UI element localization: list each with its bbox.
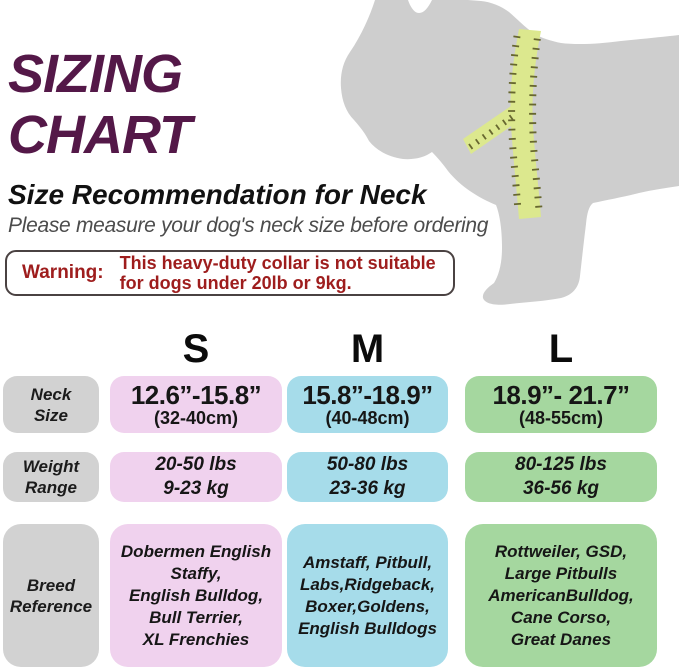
warning-label: Warning:	[22, 262, 104, 283]
weight-text-m: 50-80 lbs 23-36 kg	[326, 454, 409, 499]
breed-text-m: Amstaff, Pitbull, Labs,Ridgeback, Boxer,…	[298, 552, 437, 638]
neck-cm-m: (40-48cm)	[325, 408, 410, 428]
neck-range-l: 18.9”- 21.7”	[492, 380, 630, 410]
cell-weight-s: 20-50 lbs 9-23 kg	[110, 452, 282, 502]
cell-breed-m: Amstaff, Pitbull, Labs,Ridgeback, Boxer,…	[287, 524, 448, 667]
dog-silhouette-image	[340, 0, 679, 305]
column-header-s: S	[182, 326, 210, 371]
cell-neck-size-l: 18.9”- 21.7” (48-55cm)	[465, 376, 657, 433]
cell-weight-m: 50-80 lbs 23-36 kg	[287, 452, 448, 502]
weight-text-s: 20-50 lbs 9-23 kg	[155, 454, 237, 499]
dog-body	[340, 0, 679, 305]
row-label-neck-size: Neck Size	[3, 376, 99, 433]
cell-neck-size-m: 15.8”-18.9” (40-48cm)	[287, 376, 448, 433]
row-label-breed-reference: Breed Reference	[3, 524, 99, 667]
cell-breed-s: Dobermen English Staffy, English Bulldog…	[110, 524, 282, 667]
column-header-m: M	[350, 326, 385, 371]
tape-ticks-branch	[468, 114, 514, 150]
cell-neck-size-s: 12.6”-15.8” (32-40cm)	[110, 376, 282, 433]
page-title: SIZING CHART	[8, 44, 192, 166]
neck-range-s: 12.6”-15.8”	[130, 380, 262, 410]
title-line-1: SIZING	[8, 44, 183, 104]
row-label-weight-range: Weight Range	[3, 452, 99, 502]
neck-cm-l: (48-55cm)	[518, 408, 604, 428]
breed-text-s: Dobermen English Staffy, English Bulldog…	[120, 541, 272, 649]
warning-text: This heavy-duty collar is not suitable f…	[119, 253, 436, 293]
breed-text-l: Rottweiler, GSD, Large Pitbulls American…	[488, 541, 634, 649]
title-line-2: CHART	[8, 105, 192, 165]
measure-note: Please measure your dog's neck size befo…	[8, 214, 489, 237]
weight-text-l: 80-125 lbs 36-56 kg	[515, 454, 607, 499]
subtitle: Size Recommendation for Neck	[8, 179, 427, 210]
neck-range-m: 15.8”-18.9”	[302, 380, 433, 410]
cell-weight-l: 80-125 lbs 36-56 kg	[465, 452, 657, 502]
column-header-l: L	[548, 326, 574, 371]
neck-cm-s: (32-40cm)	[153, 408, 239, 428]
warning-box: Warning: This heavy-duty collar is not s…	[5, 250, 455, 296]
cell-breed-l: Rottweiler, GSD, Large Pitbulls American…	[465, 524, 657, 667]
